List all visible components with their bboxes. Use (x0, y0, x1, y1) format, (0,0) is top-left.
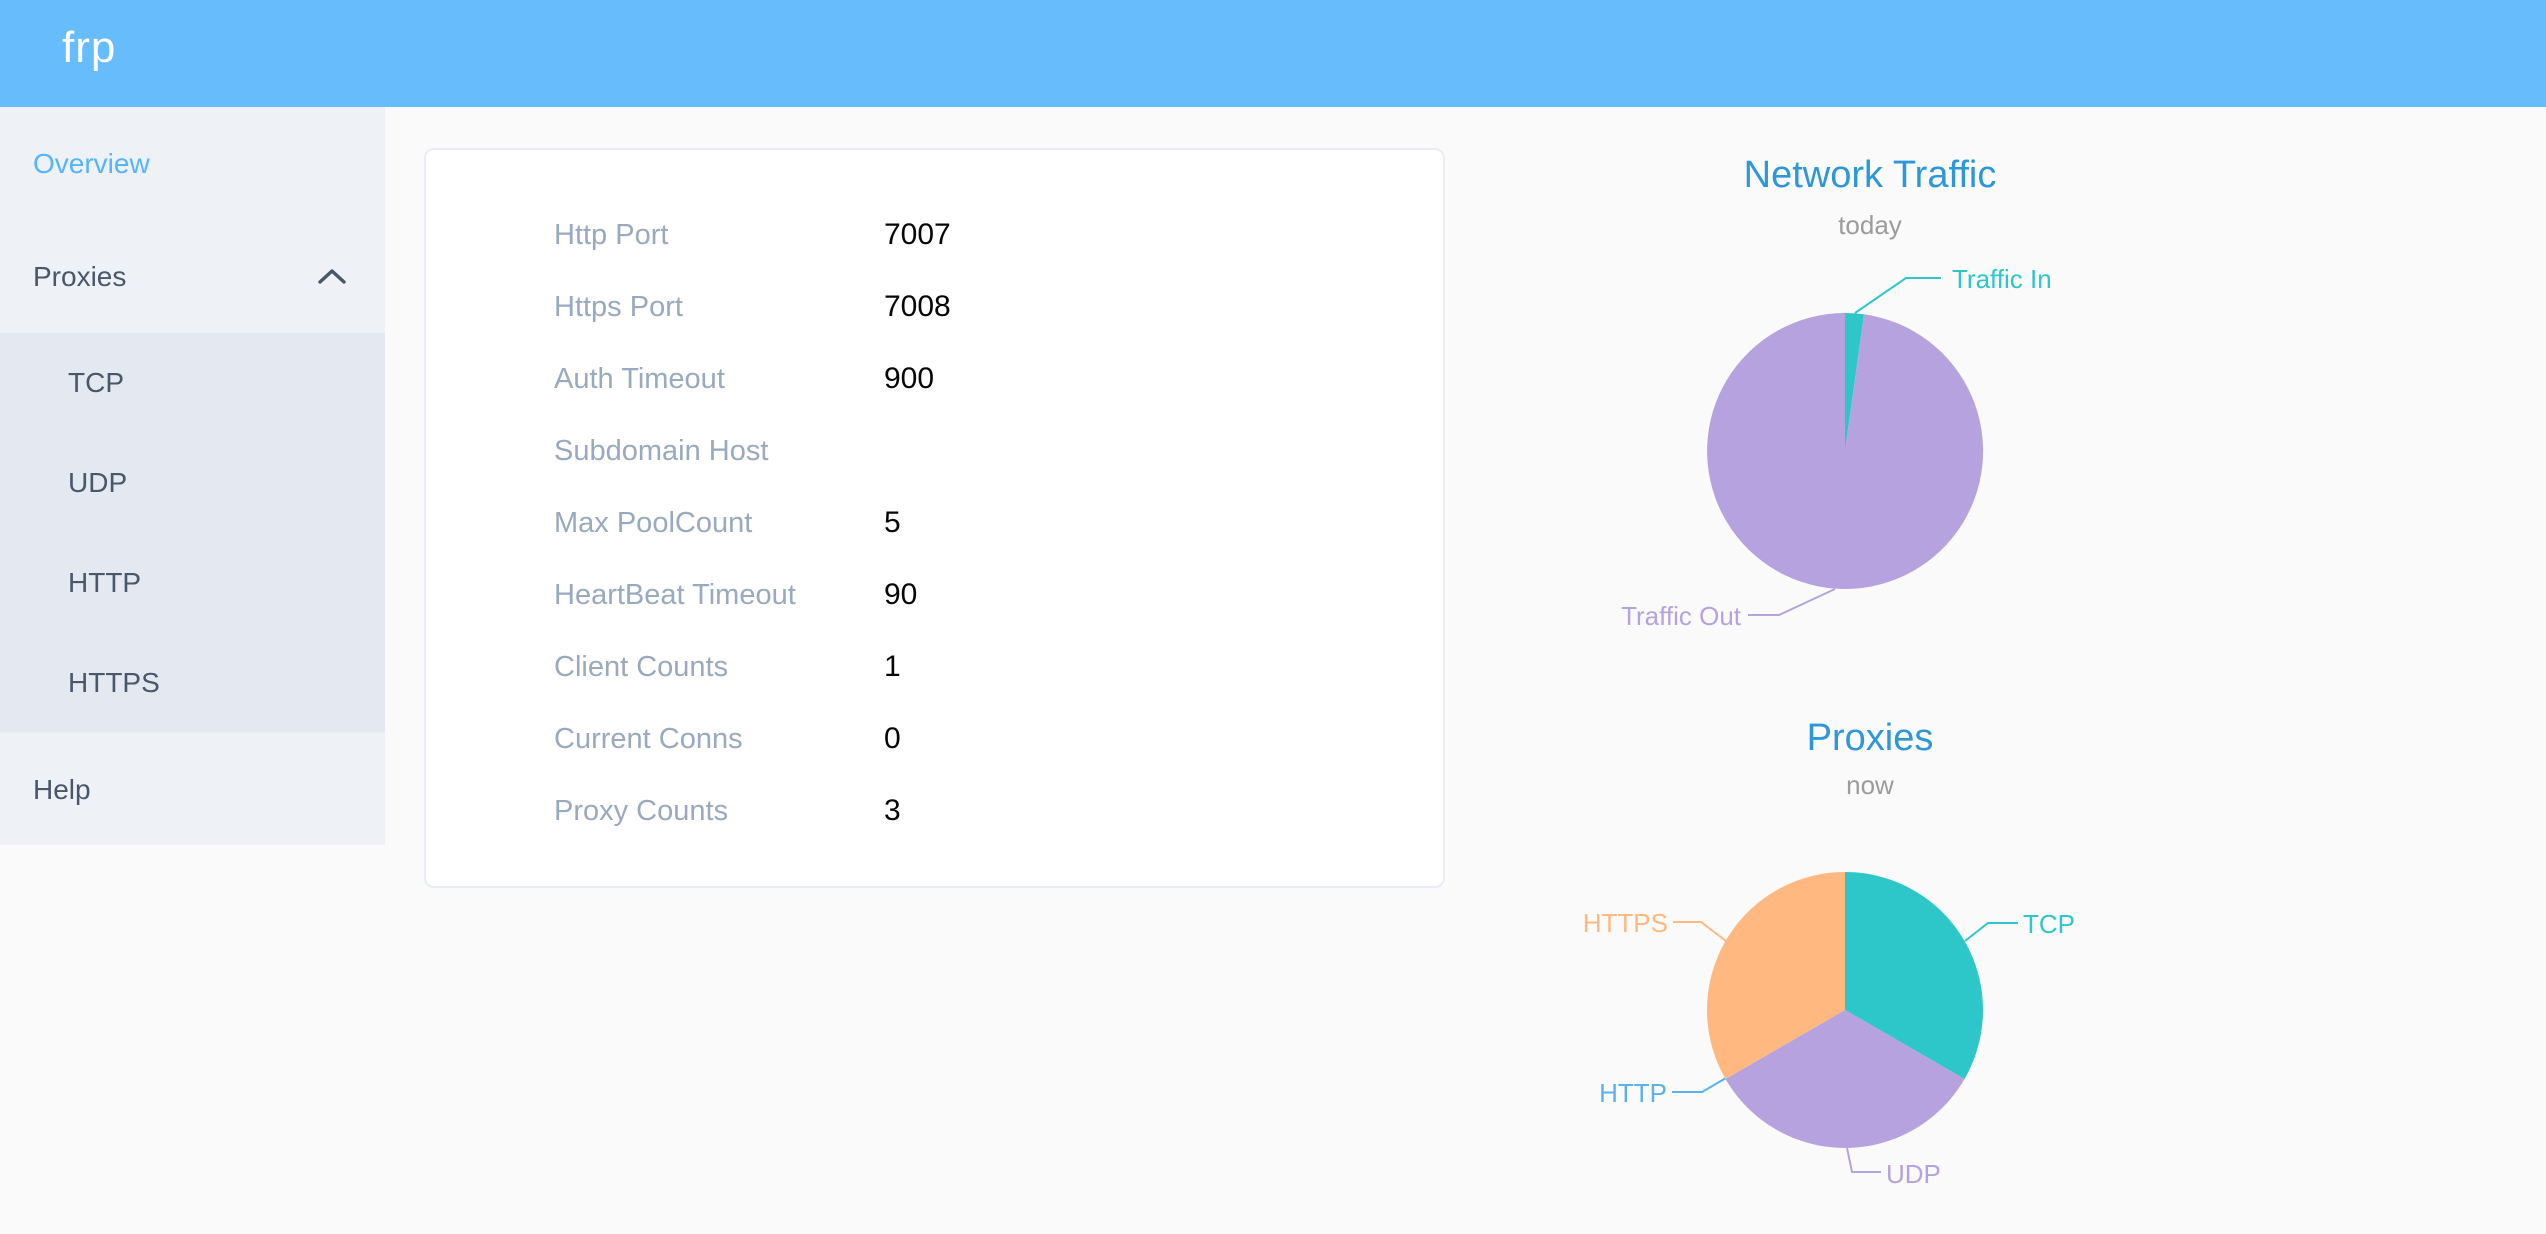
chevron-up-icon (318, 269, 346, 284)
proxies-pie-chart: TCP UDP HTTP HTTPS (1583, 872, 2075, 1189)
server-info-label: Proxy Counts (554, 794, 729, 827)
pie-label-line-https (1673, 921, 1727, 942)
pie-slice-tcp[interactable] (1845, 872, 1983, 1079)
server-info-row: HeartBeat Timeout 90 (426, 559, 1443, 631)
sidebar-item-udp[interactable]: UDP (0, 433, 385, 533)
sidebar-item-tcp[interactable]: TCP (0, 333, 385, 433)
pie-label-https: HTTPS (1583, 908, 1668, 938)
sidebar-item-label: HTTP (68, 567, 142, 598)
proxies-subtitle: now (1846, 770, 1894, 800)
pie-slice-traffic-in[interactable] (1845, 312, 1864, 451)
pie-slice-traffic-out[interactable] (1707, 313, 1984, 589)
sidebar-item-label: Overview (33, 147, 150, 179)
pie-slice-https[interactable] (1707, 872, 1845, 1079)
sidebar-item-label: TCP (68, 367, 124, 398)
server-info-value: 900 (884, 362, 935, 395)
network-traffic-title: Network Traffic (1743, 154, 1997, 196)
network-traffic-subtitle: today (1838, 210, 1902, 240)
pie-label-tcp: TCP (2023, 909, 2075, 939)
server-info-row: Current Conns 0 (426, 703, 1443, 775)
server-info-label: Current Conns (554, 722, 743, 755)
server-info-row: Auth Timeout 900 (426, 343, 1443, 415)
server-info-label: Auth Timeout (554, 362, 725, 395)
server-info-value: 3 (884, 794, 901, 827)
pie-label-line-traffic-in (1854, 277, 1941, 314)
pie-slice-udp[interactable] (1725, 1010, 1965, 1148)
proxies-submenu: TCP UDP HTTP HTTPS (0, 333, 385, 733)
server-info-value: 1 (884, 650, 901, 683)
server-info-value: 0 (884, 722, 901, 755)
sidebar-item-http[interactable]: HTTP (0, 533, 385, 633)
server-info-card: Http Port 7007 Https Port 7008 Auth Timeout 9… (424, 148, 1445, 888)
server-info-value: 7008 (884, 290, 951, 323)
server-info-rows: Http Port 7007 Https Port 7008 Auth Timeout 9… (426, 150, 1443, 847)
pie-label-http: HTTP (1599, 1078, 1667, 1108)
proxies-title: Proxies (1806, 717, 1934, 759)
server-info-row: Https Port 7008 (426, 271, 1443, 343)
header-bar: frp (0, 0, 2546, 107)
server-info-label: HeartBeat Timeout (554, 578, 796, 611)
sidebar-item-label: HTTPS (68, 667, 160, 698)
server-info-label: Http Port (554, 218, 669, 251)
server-info-label: Max PoolCount (554, 506, 753, 539)
pie-label-udp: UDP (1886, 1159, 1941, 1189)
network-traffic-pie-chart: Traffic In Traffic Out (1621, 264, 2052, 631)
sidebar-item-overview[interactable]: Overview (0, 107, 385, 220)
server-info-label: Client Counts (554, 650, 729, 683)
pie-label-line-http (1672, 1077, 1727, 1093)
pie-label-line-tcp (1964, 922, 2018, 942)
server-info-row: Http Port 7007 (426, 199, 1443, 271)
sidebar: Overview Proxies TCP UDP HTTP HTTPS Help (0, 107, 385, 845)
sidebar-item-label: UDP (68, 467, 128, 498)
pie-label-traffic-out: Traffic Out (1621, 601, 1742, 631)
frp-logo: frp (62, 23, 117, 72)
server-info-value: 5 (884, 506, 901, 539)
pie-label-line-traffic-out (1748, 588, 1836, 616)
server-info-label: Https Port (554, 290, 683, 323)
pie-label-traffic-in: Traffic In (1952, 264, 2052, 294)
server-info-row: Client Counts 1 (426, 631, 1443, 703)
pie-label-line-udp (1846, 1147, 1881, 1173)
server-info-value: 7007 (884, 218, 951, 251)
server-info-value: 90 (884, 578, 918, 611)
sidebar-item-help[interactable]: Help (0, 733, 385, 846)
sidebar-item-https[interactable]: HTTPS (0, 633, 385, 733)
server-info-label: Subdomain Host (554, 434, 769, 467)
server-info-row: Max PoolCount 5 (426, 487, 1443, 559)
sidebar-item-label: Help (33, 773, 91, 805)
sidebar-item-proxies[interactable]: Proxies (0, 220, 385, 333)
sidebar-item-label: Proxies (33, 260, 127, 292)
server-info-row: Subdomain Host (426, 415, 1443, 487)
server-info-row: Proxy Counts 3 (426, 775, 1443, 847)
